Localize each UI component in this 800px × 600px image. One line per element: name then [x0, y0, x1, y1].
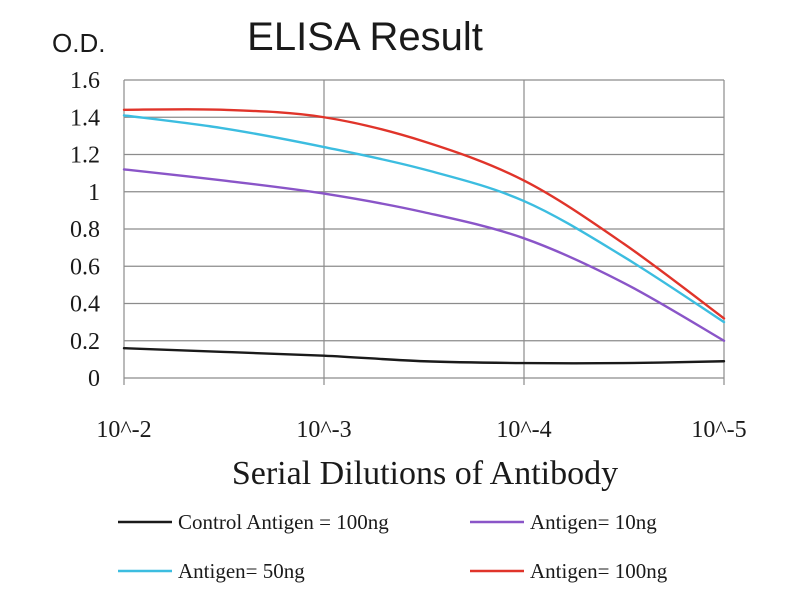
series-line	[122, 347, 726, 365]
series-line	[122, 168, 726, 342]
y-tick-label: 0.4	[70, 292, 100, 318]
y-tick-label: 0.6	[70, 254, 100, 280]
series-lines	[122, 108, 726, 365]
y-tick-label: 1.4	[70, 105, 100, 131]
legend-label: Antigen= 50ng	[178, 559, 305, 583]
series-line	[122, 108, 726, 320]
y-ticks: 0 0.2 0.4 0.6 0.8 1 1.2 1.4 1.6	[70, 68, 100, 392]
legend-label: Control Antigen = 100ng	[178, 510, 389, 534]
x-axis-label: Serial Dilutions of Antibody	[232, 455, 618, 492]
y-tick-label: 1	[88, 180, 100, 206]
y-tick-label: 0.8	[70, 217, 100, 243]
y-axis-label: O.D.	[52, 28, 105, 58]
y-tick-label: 0.2	[70, 329, 100, 355]
grid	[123, 79, 725, 385]
x-tick-label: 10^-5	[691, 417, 746, 443]
x-ticks: 10^-2 10^-3 10^-4 10^-5	[96, 417, 746, 443]
legend: Control Antigen = 100ng Antigen= 10ng Anti…	[118, 510, 668, 583]
y-tick-label: 1.6	[70, 68, 100, 94]
series-line	[122, 114, 726, 324]
x-tick-label: 10^-4	[496, 417, 551, 443]
y-tick-label: 0	[88, 366, 100, 392]
chart-title: ELISA Result	[247, 15, 483, 59]
x-tick-label: 10^-2	[96, 417, 151, 443]
legend-label: Antigen= 100ng	[530, 559, 668, 583]
y-tick-label: 1.2	[70, 143, 100, 169]
x-tick-label: 10^-3	[296, 417, 351, 443]
legend-label: Antigen= 10ng	[530, 510, 657, 534]
